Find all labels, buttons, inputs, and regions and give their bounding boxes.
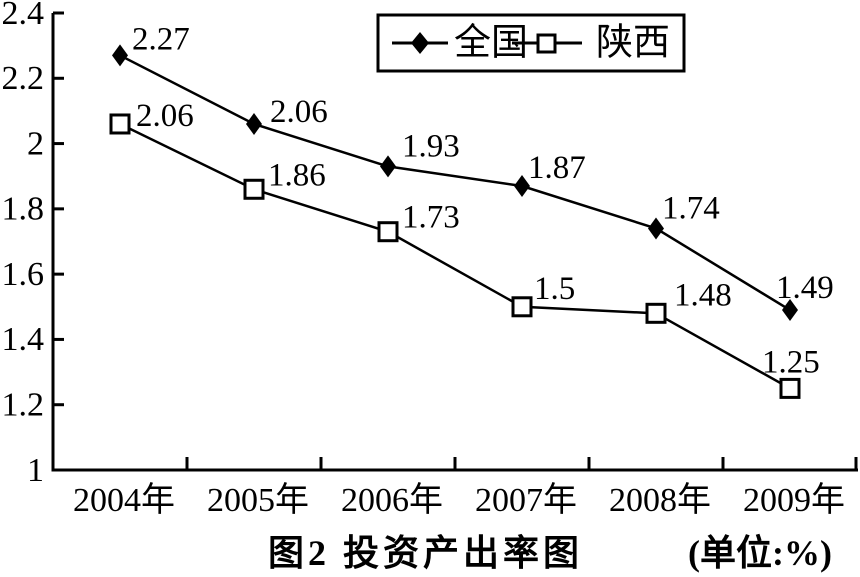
y-axis-tick-label: 2.4 bbox=[2, 0, 45, 32]
data-label-quanguo: 2.06 bbox=[270, 94, 328, 130]
x-axis-category-label: 2009年 bbox=[743, 481, 845, 519]
diamond-marker bbox=[112, 44, 128, 67]
series-line-quanguo bbox=[119, 54, 791, 312]
square-marker bbox=[645, 302, 667, 324]
chart-caption: 图2 投资产出率图 (单位:%) bbox=[0, 531, 860, 577]
square-marker bbox=[377, 221, 399, 243]
data-label-quanguo: 1.93 bbox=[402, 128, 460, 164]
legend-diamond-marker bbox=[411, 32, 429, 54]
diamond-marker bbox=[380, 155, 396, 178]
series-line-shaanxi bbox=[119, 122, 791, 390]
legend-box: 全国 陕西 bbox=[376, 13, 686, 73]
diamond-marker bbox=[648, 217, 664, 240]
y-axis-tick-label: 1.4 bbox=[2, 321, 45, 358]
data-label-shaanxi: 1.48 bbox=[674, 277, 732, 313]
data-label-quanguo: 1.49 bbox=[776, 270, 834, 306]
x-axis-category-label: 2008年 bbox=[609, 481, 711, 519]
data-label-shaanxi: 1.25 bbox=[762, 344, 820, 380]
y-axis-tick-label: 1.6 bbox=[2, 256, 45, 293]
y-axis-tick-label: 2.2 bbox=[2, 60, 45, 97]
figure-title: 图2 投资产出率图 bbox=[268, 533, 584, 573]
data-label-shaanxi: 1.86 bbox=[268, 157, 326, 193]
data-label-shaanxi: 2.06 bbox=[136, 98, 194, 134]
unit-label: (单位:%) bbox=[688, 533, 832, 573]
square-marker bbox=[511, 296, 533, 318]
diamond-marker bbox=[514, 175, 530, 198]
data-label-quanguo: 1.74 bbox=[662, 190, 720, 226]
x-axis-category-label: 2006年 bbox=[341, 481, 443, 519]
data-label-shaanxi: 1.5 bbox=[534, 271, 575, 307]
y-axis-tick-label: 1.2 bbox=[2, 387, 45, 424]
data-label-shaanxi: 1.73 bbox=[402, 200, 460, 236]
legend-label-shaanxi: 陕西 bbox=[596, 23, 670, 64]
diamond-marker bbox=[246, 112, 262, 135]
square-marker bbox=[779, 377, 801, 399]
data-label-quanguo: 1.87 bbox=[528, 150, 586, 186]
square-marker bbox=[109, 113, 131, 135]
diamond-marker bbox=[782, 299, 798, 322]
x-axis-category-label: 2005年 bbox=[207, 481, 309, 519]
y-axis-tick-label: 2 bbox=[27, 125, 44, 162]
square-marker bbox=[243, 178, 265, 200]
data-label-quanguo: 2.27 bbox=[132, 21, 190, 57]
legend-square-marker bbox=[536, 33, 557, 54]
y-axis-tick-label: 1 bbox=[27, 452, 44, 489]
y-axis-tick-label: 1.8 bbox=[2, 191, 45, 228]
x-axis-category-label: 2007年 bbox=[475, 481, 577, 519]
x-axis-category-label: 2004年 bbox=[73, 481, 175, 519]
